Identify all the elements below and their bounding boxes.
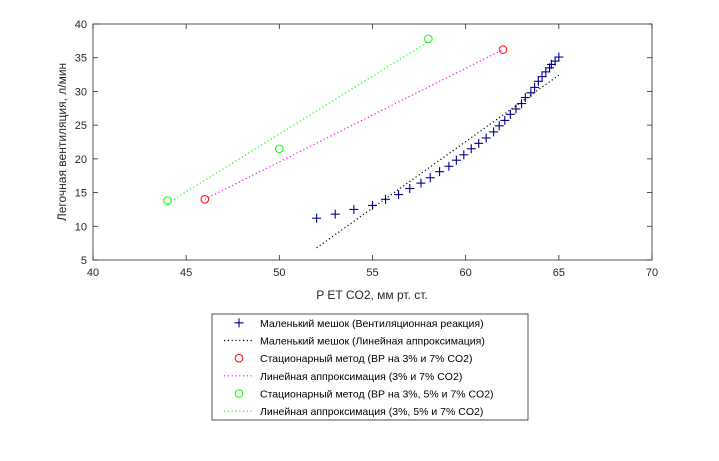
y-tick-label-6: 35 (75, 53, 87, 65)
series-2-point-0 (200, 195, 210, 204)
series-0-point-17 (494, 121, 504, 131)
series-0-point-1 (330, 209, 340, 219)
legend-item-4: Стационарный метод (ВР на 3%, 5% и 7% CO… (234, 389, 494, 401)
series-0-point-2 (349, 204, 359, 214)
legend-label-0: Маленький мешок (Вентиляционная реакция) (260, 318, 484, 330)
plot-area (163, 34, 564, 249)
series-0-point-22 (520, 92, 530, 102)
y-tick-label-3: 20 (75, 154, 87, 166)
x-tick-label-5: 65 (553, 267, 565, 279)
series-3-fit-line (204, 49, 504, 200)
legend-item-0: Маленький мешок (Вентиляционная реакция) (234, 318, 484, 330)
series-0-point-20 (511, 104, 521, 114)
series-0-point-12 (459, 150, 469, 160)
legend-box (211, 313, 529, 421)
axes: 40 45 50 55 60 65 70 5 10 15 20 25 30 35 40 (75, 19, 658, 279)
legend-label-2: Стационарный метод (ВР на 3% и 7% CO2) (260, 353, 473, 365)
y-tick-label-2: 15 (75, 188, 87, 200)
legend-item-1: Маленький мешок (Линейная аппроксимация) (224, 336, 485, 348)
x-tick-label-6: 70 (646, 267, 658, 279)
series-0-point-10 (444, 161, 454, 171)
y-tick-label-1: 10 (75, 221, 87, 233)
series-0-point-16 (489, 127, 499, 137)
series-0-point-18 (500, 115, 510, 125)
legend-label-3: Линейная аппроксимация (3% и 7% CO2) (260, 371, 462, 383)
x-tick-label-1: 45 (180, 267, 192, 279)
y-tick-label-5: 30 (75, 86, 87, 98)
series-4-point-1 (275, 144, 284, 154)
x-axis-label: P ET CO2, мм рт. ст. (316, 288, 428, 302)
legend-item-5: Линейная аппроксимация (3%, 5% и 7% CO2) (224, 406, 483, 418)
series-0-point-30 (550, 56, 560, 66)
series-0-point-6 (405, 184, 415, 194)
series-2-point-1 (498, 45, 508, 54)
series-0-point-21 (517, 99, 527, 109)
series-0-point-27 (541, 67, 551, 77)
series-5-fit-line (167, 40, 429, 204)
axes-box (92, 23, 653, 261)
series-0-point-7 (416, 178, 426, 188)
x-tick-label-2: 50 (273, 267, 285, 279)
series-0-point-31 (554, 52, 564, 62)
legend: Маленький мешок (Вентиляционная реакция)… (211, 313, 529, 421)
legend-swatch-4 (234, 389, 244, 398)
legend-item-3: Линейная аппроксимация (3% и 7% CO2) (224, 371, 462, 383)
series-0-point-8 (425, 173, 435, 183)
legend-item-2: Стационарный метод (ВР на 3% и 7% CO2) (234, 353, 473, 365)
series-0-point-5 (394, 190, 404, 200)
x-tick-label-4: 60 (460, 267, 472, 279)
y-axis-label: Легочная вентиляция, л/мин (55, 63, 69, 221)
series-0-point-14 (474, 138, 484, 148)
series-0-point-0 (312, 213, 322, 223)
series-0-point-24 (530, 82, 540, 92)
series-0-point-15 (481, 133, 491, 143)
series-0-point-19 (505, 109, 515, 119)
series-0-point-26 (537, 72, 547, 82)
legend-label-5: Линейная аппроксимация (3%, 5% и 7% CO2) (260, 406, 483, 418)
series-4-point-2 (424, 34, 433, 44)
series-0-point-13 (466, 144, 476, 154)
series-0-point-25 (533, 76, 543, 86)
y-tick-label-0: 5 (81, 255, 87, 267)
legend-label-4: Стационарный метод (ВР на 3%, 5% и 7% CO… (260, 389, 494, 401)
series-0-point-11 (451, 155, 461, 165)
y-tick-label-7: 40 (75, 19, 87, 31)
legend-swatch-0 (234, 318, 244, 328)
series-0-point-9 (435, 167, 445, 177)
legend-swatch-2 (234, 353, 244, 363)
y-tick-label-4: 25 (75, 120, 87, 132)
x-tick-label-0: 40 (87, 267, 99, 279)
series-1-fit-line (316, 74, 560, 249)
x-tick-label-3: 55 (366, 267, 378, 279)
legend-label-1: Маленький мешок (Линейная аппроксимация) (260, 336, 485, 348)
